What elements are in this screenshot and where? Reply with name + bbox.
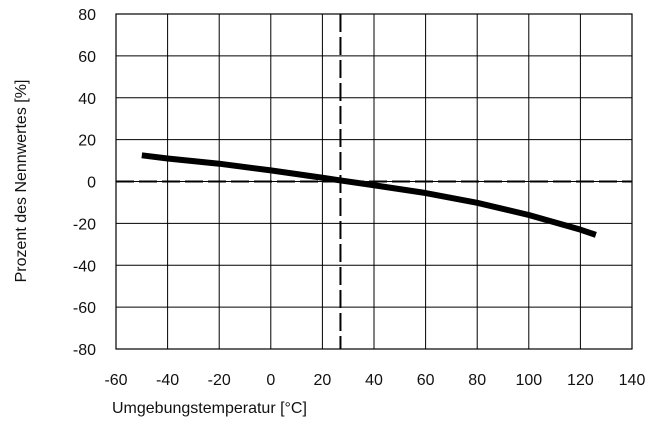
x-tick-label: 80 [468, 372, 486, 389]
x-tick-label: -40 [156, 372, 179, 389]
x-axis-title: Umgebungstemperatur [°C] [112, 400, 307, 417]
tick-labels: -60 -40 -20 0 20 40 60 80 100 120 140 -80 -60 -40 -20 0… [73, 7, 646, 389]
x-tick-label: 40 [365, 372, 383, 389]
y-tick-label: 60 [78, 49, 96, 66]
y-tick-label: 20 [78, 133, 96, 150]
y-tick-label: 80 [78, 7, 96, 24]
x-tick-label: 60 [417, 372, 435, 389]
series-layer [141, 152, 597, 238]
x-tick-label: -20 [208, 372, 231, 389]
y-tick-label: 0 [87, 175, 96, 192]
x-tick-label: 0 [266, 372, 275, 389]
y-tick-label: -80 [73, 342, 96, 359]
y-tick-label: 40 [78, 91, 96, 108]
y-tick-label: -20 [73, 216, 96, 233]
y-axis-title: Prozent des Nennwertes [%] [13, 80, 30, 283]
y-tick-label: -40 [73, 258, 96, 275]
x-tick-label: -60 [104, 372, 127, 389]
x-tick-label: 120 [567, 372, 594, 389]
x-tick-label: 140 [619, 372, 646, 389]
y-tick-label: -60 [73, 300, 96, 317]
x-tick-label: 20 [314, 372, 332, 389]
series-line [141, 152, 597, 238]
x-tick-label: 100 [515, 372, 542, 389]
